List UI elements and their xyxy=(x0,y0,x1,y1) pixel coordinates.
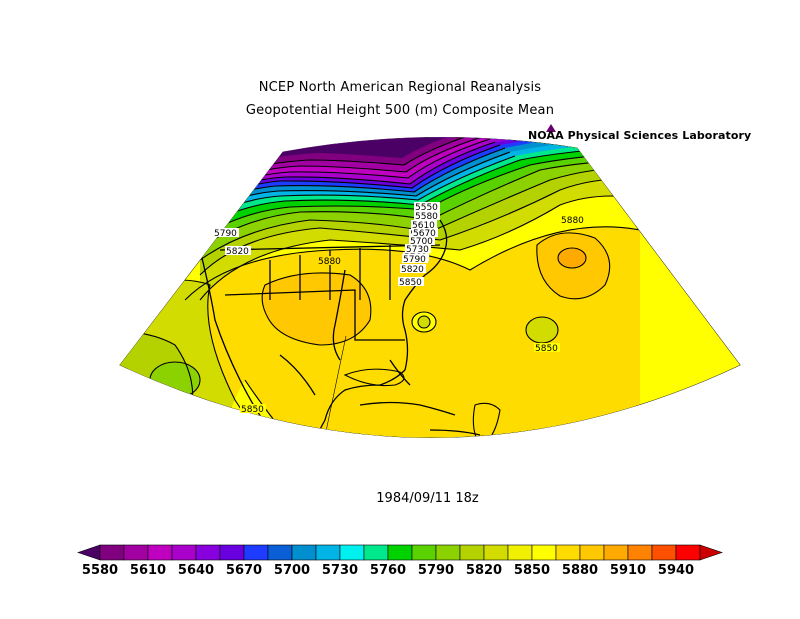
contour-label: 5700 xyxy=(410,237,433,247)
colorbar-swatch xyxy=(267,544,293,561)
colorbar-swatch xyxy=(387,544,413,561)
contour-label: 5580 xyxy=(415,212,438,222)
colorbar-swatch xyxy=(603,544,629,561)
colorbar-tick-label: 5700 xyxy=(274,563,310,578)
colorbar-min-triangle xyxy=(77,544,101,561)
colorbar-swatch xyxy=(651,544,677,561)
colorbar-swatch xyxy=(459,544,485,561)
colorbar-tick-label: 5820 xyxy=(466,563,502,578)
colorbar-swatch xyxy=(147,544,173,561)
colorbar-tick-label: 5880 xyxy=(562,563,598,578)
colorbar-tick-label: 5940 xyxy=(658,563,694,578)
credit-label: NOAA Physical Sciences Laboratory xyxy=(528,129,752,142)
contour-label: 5850 xyxy=(241,405,264,415)
colorbar-swatch xyxy=(483,544,509,561)
colorbar-tick-label: 5850 xyxy=(514,563,550,578)
colorbar-max-triangle xyxy=(699,544,723,561)
colorbar-tick-label: 5730 xyxy=(322,563,358,578)
contour-label: 5850 xyxy=(399,278,422,288)
colorbar-tick-label: 5580 xyxy=(82,563,118,578)
contour-label: 5610 xyxy=(412,221,435,231)
colorbar-swatch xyxy=(363,544,389,561)
colorbar-swatch xyxy=(435,544,461,561)
map-title-line1: NCEP North American Regional Reanalysis xyxy=(258,80,542,95)
map-title-line2: Geopotential Height 500 (m) Composite Me… xyxy=(245,103,555,118)
contour-label: 5670 xyxy=(413,229,436,239)
contour-labels: 5550 5580 5610 5640 5670 5700 5730 5760 … xyxy=(213,202,586,415)
colorbar-swatch xyxy=(411,544,437,561)
colorbar-swatch xyxy=(555,544,581,561)
contour-label: 5790 xyxy=(214,229,237,239)
contour-label: 5820 xyxy=(226,247,249,257)
colorbar-swatch xyxy=(99,544,125,561)
colorbar-tick-label: 5760 xyxy=(370,563,406,578)
colorbar-swatch xyxy=(243,544,269,561)
contour-label: 5790 xyxy=(403,255,426,265)
colorbar-swatch xyxy=(675,544,701,561)
contour-label: 5820 xyxy=(401,265,424,275)
colorbar-swatch xyxy=(171,544,197,561)
colorbar-swatch xyxy=(507,544,533,561)
colorbar-swatch xyxy=(627,544,653,561)
contour-label: 5850 xyxy=(535,344,558,354)
colorbar-swatch xyxy=(315,544,341,561)
colorbar-swatches xyxy=(77,544,723,561)
colorbar-tick-label: 5670 xyxy=(226,563,262,578)
contour-label: 5880 xyxy=(318,257,341,267)
colorbar-tick-label: 5610 xyxy=(130,563,166,578)
valid-time-label: 1984/09/11 18z xyxy=(376,491,479,506)
colorbar-swatch xyxy=(195,544,221,561)
noaa-logo-icon xyxy=(546,124,556,132)
colorbar-swatch xyxy=(219,544,245,561)
colorbar-swatch xyxy=(291,544,317,561)
colorbar-swatch xyxy=(339,544,365,561)
colorbar-swatch xyxy=(531,544,557,561)
colorbar-tick-label: 5790 xyxy=(418,563,454,578)
colorbar-tick-label: 5640 xyxy=(178,563,214,578)
contour-label: 5550 xyxy=(415,203,438,213)
colorbar-tick-label: 5910 xyxy=(610,563,646,578)
contour-label: 5730 xyxy=(406,245,429,255)
contour-label: 5880 xyxy=(561,216,584,226)
colorbar-swatch xyxy=(579,544,605,561)
colorbar-swatch xyxy=(123,544,149,561)
colorbar-tick-labels: 5580 5610 5640 5670 5700 5730 5760 5790 5820 5850… xyxy=(82,563,694,578)
